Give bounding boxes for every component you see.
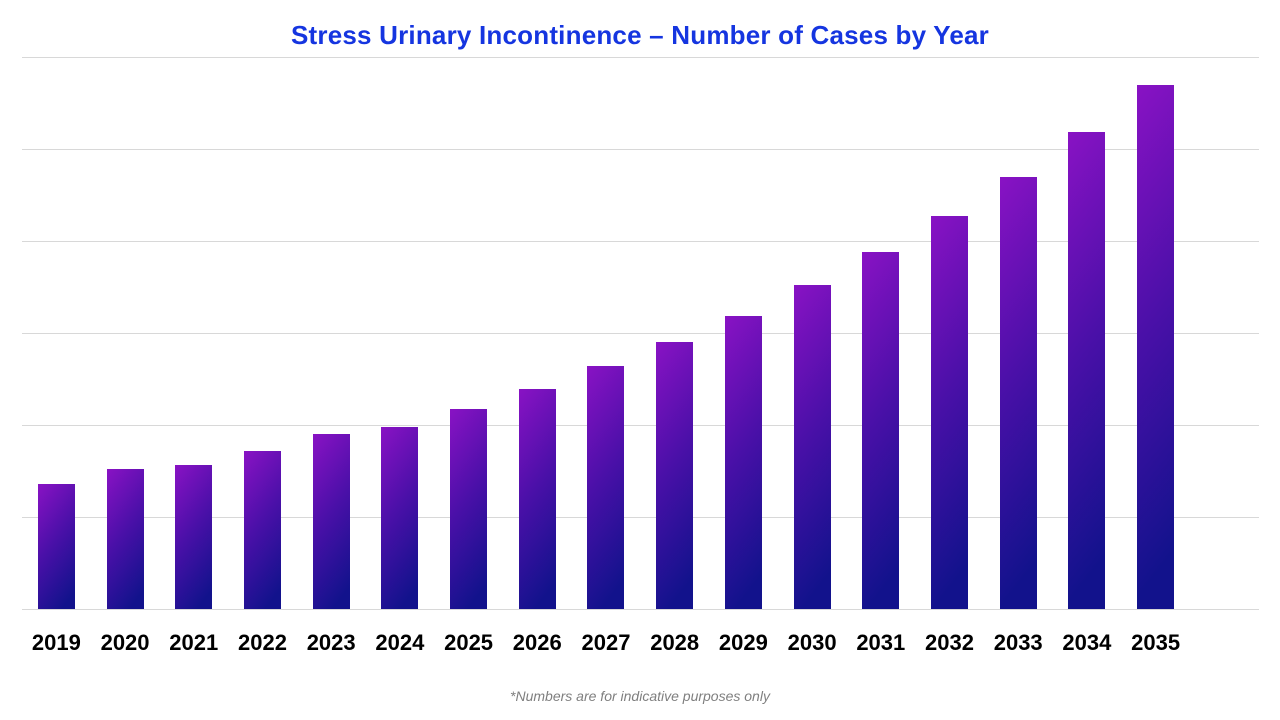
bar-2029 <box>724 316 762 609</box>
x-axis-label-2026: 2026 <box>512 630 562 655</box>
bar-2022 <box>243 451 281 609</box>
x-axis-label-2025: 2025 <box>444 630 494 655</box>
bar-2019 <box>37 484 75 609</box>
bar-slot-2022 <box>228 57 297 609</box>
x-axis-label-2030: 2030 <box>787 630 837 655</box>
bar-slot-2030 <box>778 57 847 609</box>
x-axis-label-2034: 2034 <box>1062 630 1112 655</box>
gridlines <box>22 57 1259 610</box>
bars-row <box>22 57 1190 609</box>
bar-slot-2019 <box>22 57 91 609</box>
bar-slot-2025 <box>434 57 503 609</box>
bar-2028 <box>656 342 694 609</box>
bar-slot-2034 <box>1053 57 1122 609</box>
bar-slot-2023 <box>297 57 366 609</box>
bar-slot-2024 <box>366 57 435 609</box>
x-axis: 2019 2020 2021 2022 2023 2024 2025 2026 2027 2028… <box>22 630 1190 656</box>
bar-slot-2033 <box>984 57 1053 609</box>
bar-slot-2031 <box>846 57 915 609</box>
bar-2034 <box>1068 132 1106 609</box>
bar-2030 <box>793 285 831 609</box>
bar-slot-2027 <box>572 57 641 609</box>
x-axis-label-2031: 2031 <box>856 630 906 655</box>
bar-2025 <box>450 409 488 609</box>
chart-title: Stress Urinary Incontinence – Number of … <box>291 20 989 50</box>
x-axis-label-2022: 2022 <box>237 630 287 655</box>
bar-2027 <box>587 366 625 609</box>
bar-2032 <box>930 216 968 609</box>
bar-slot-2026 <box>503 57 572 609</box>
bar-2033 <box>999 177 1037 609</box>
bar-2035 <box>1137 85 1175 609</box>
x-axis-label-2029: 2029 <box>718 630 768 655</box>
x-axis-label-2019: 2019 <box>31 630 81 655</box>
x-axis-label-2035: 2035 <box>1131 630 1181 655</box>
x-axis-label-2021: 2021 <box>169 630 219 655</box>
x-axis-label-2023: 2023 <box>306 630 356 655</box>
bar-2020 <box>106 469 144 609</box>
bar-2024 <box>381 427 419 609</box>
bar-2026 <box>518 389 556 609</box>
bar-slot-2032 <box>915 57 984 609</box>
x-axis-label-2033: 2033 <box>993 630 1043 655</box>
x-axis-label-2024: 2024 <box>375 630 425 655</box>
x-axis-label-2028: 2028 <box>650 630 700 655</box>
bar-2031 <box>862 252 900 609</box>
bar-slot-2020 <box>91 57 160 609</box>
x-axis-label-2020: 2020 <box>100 630 150 655</box>
x-axis-label-2027: 2027 <box>581 630 631 655</box>
bar-2021 <box>175 465 213 609</box>
footnote: *Numbers are for indicative purposes onl… <box>510 688 770 704</box>
bar-2023 <box>312 434 350 609</box>
bar-slot-2028 <box>640 57 709 609</box>
bar-slot-2029 <box>709 57 778 609</box>
x-axis-label-2032: 2032 <box>925 630 974 655</box>
bar-slot-2035 <box>1121 57 1190 609</box>
plot-area <box>22 57 1259 610</box>
bar-slot-2021 <box>159 57 228 609</box>
